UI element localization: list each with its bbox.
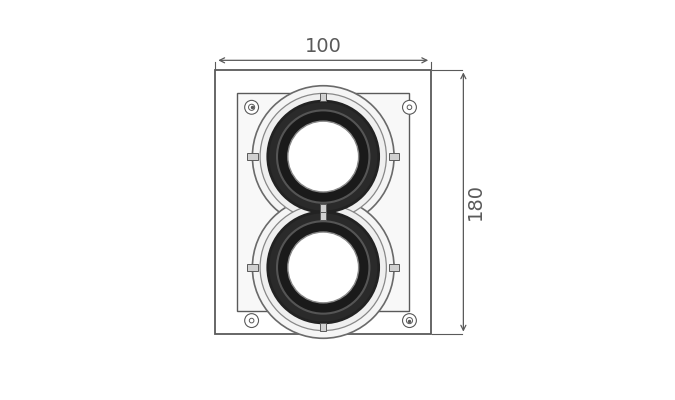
Circle shape [402,100,416,114]
Circle shape [260,204,386,330]
Bar [237,93,410,311]
Circle shape [288,121,358,192]
Text: 100: 100 [305,37,342,56]
Text: 180: 180 [466,184,485,220]
Bar [320,204,326,212]
Bar [389,264,400,270]
Circle shape [277,110,369,203]
Circle shape [244,100,259,114]
Circle shape [402,314,416,328]
Bar [320,212,326,220]
Bar [320,94,326,101]
Circle shape [268,101,379,212]
Circle shape [277,221,369,314]
Bar [320,323,326,330]
Bar [389,154,400,160]
Circle shape [288,232,358,303]
Circle shape [260,94,386,220]
Circle shape [244,314,259,328]
Bar [215,70,431,334]
Bar [247,264,258,270]
Bar [247,154,258,160]
Circle shape [268,212,379,323]
Circle shape [252,197,394,338]
Circle shape [252,86,394,228]
